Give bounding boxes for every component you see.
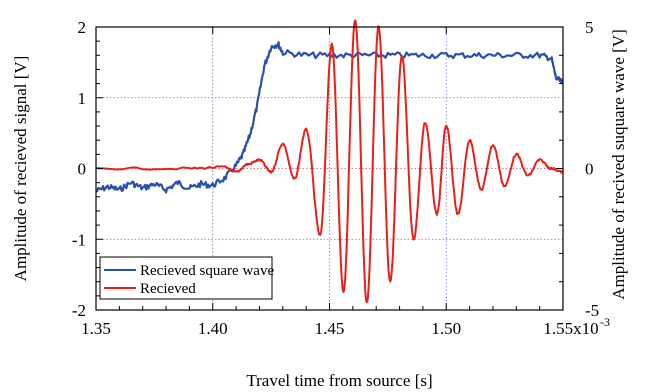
left-y-axis-label: Amplitude of recieved signal [V] (11, 56, 30, 282)
y-left-tick-label: -2 (72, 301, 86, 320)
x-axis-label: Travel time from source [s] (246, 371, 432, 390)
y-left-tick-label: 0 (78, 160, 87, 179)
x-tick-label: 1.45 (315, 319, 345, 338)
x-multiplier-exponent: -3 (600, 315, 610, 329)
x-tick-label: 1.35 (81, 319, 111, 338)
y-left-tick-label: 1 (78, 89, 87, 108)
y-right-tick-label: -5 (585, 301, 599, 320)
y-right-tick-label: 0 (585, 160, 594, 179)
legend-label-received: Recieved (140, 281, 196, 297)
x-tick-label: 1.50 (431, 319, 461, 338)
right-y-axis-label: Amplitude of recived suquare wave [V] (609, 29, 628, 299)
legend-label-square-wave: Recieved square wave (140, 263, 274, 279)
y-right-tick-label: 5 (585, 18, 594, 37)
legend: Recieved square wave Recieved (100, 257, 274, 299)
x-tick-label: 1.55x10 (543, 319, 598, 338)
y-left-tick-label: 2 (78, 18, 87, 37)
x-tick-label: 1.40 (198, 319, 228, 338)
y-left-tick-label: -1 (72, 230, 86, 249)
